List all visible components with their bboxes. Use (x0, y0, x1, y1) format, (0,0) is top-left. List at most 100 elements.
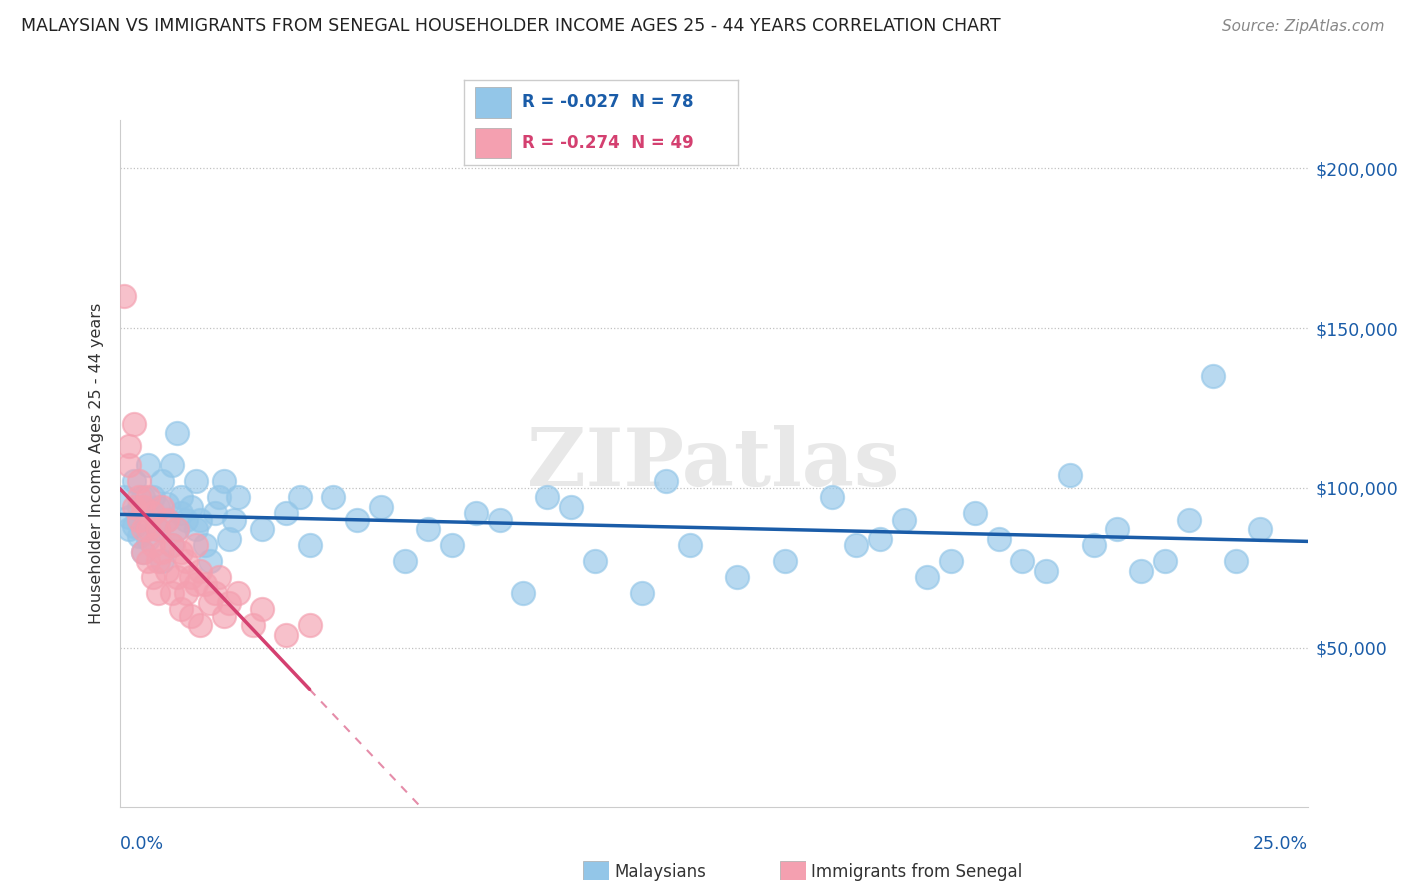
Point (142, 491, 165, 505)
Point (441, 538, 464, 552)
Point (146, 554, 169, 568)
Point (194, 538, 217, 552)
Point (128, 513, 150, 527)
Text: Source: ZipAtlas.com: Source: ZipAtlas.com (1222, 20, 1385, 34)
Point (418, 522, 440, 536)
Point (250, 602, 273, 616)
Point (118, 522, 141, 536)
Point (288, 491, 311, 505)
Bar (475, 87, 510, 118)
Point (222, 513, 245, 527)
Point (180, 500, 202, 514)
Point (212, 475, 235, 489)
Point (1225, 554, 1247, 568)
Point (166, 426, 188, 441)
Point (963, 507, 986, 521)
Point (146, 522, 169, 536)
Point (274, 507, 297, 521)
Point (118, 458, 141, 473)
Point (132, 500, 155, 514)
Point (655, 475, 678, 489)
Point (228, 491, 250, 505)
Point (583, 554, 606, 568)
Text: Immigrants from Senegal: Immigrants from Senegal (811, 863, 1022, 881)
Point (1130, 564, 1153, 578)
Text: 0.0%: 0.0% (120, 835, 163, 853)
Point (1011, 554, 1033, 568)
Point (122, 417, 145, 431)
Point (488, 513, 510, 527)
Point (184, 576, 207, 591)
Point (917, 570, 939, 584)
Point (118, 439, 141, 453)
Point (188, 513, 211, 527)
Point (218, 532, 240, 546)
Point (136, 458, 159, 473)
Point (773, 554, 796, 568)
Text: Malaysians: Malaysians (614, 863, 706, 881)
Point (184, 475, 207, 489)
Point (512, 586, 534, 600)
Point (1154, 554, 1177, 568)
Point (128, 529, 150, 543)
Point (204, 586, 226, 600)
Point (394, 554, 416, 568)
Point (122, 475, 145, 489)
Point (136, 532, 159, 546)
Point (128, 491, 150, 505)
Point (218, 596, 240, 610)
Y-axis label: Householder Income Ages 25 - 44 years: Householder Income Ages 25 - 44 years (89, 303, 104, 624)
Point (212, 608, 235, 623)
Point (166, 570, 188, 584)
Point (122, 519, 145, 533)
Point (174, 586, 197, 600)
Point (208, 491, 231, 505)
Point (536, 491, 558, 505)
Point (631, 586, 654, 600)
Point (198, 554, 221, 568)
Point (180, 570, 202, 584)
Point (821, 491, 844, 505)
Text: MALAYSIAN VS IMMIGRANTS FROM SENEGAL HOUSEHOLDER INCOME AGES 25 - 44 YEARS CORRE: MALAYSIAN VS IMMIGRANTS FROM SENEGAL HOU… (21, 17, 1001, 35)
Point (242, 618, 264, 632)
Point (188, 564, 211, 578)
Point (146, 500, 169, 514)
Point (156, 513, 179, 527)
Point (132, 491, 155, 505)
Point (679, 538, 702, 552)
Point (136, 491, 159, 505)
Point (274, 628, 297, 642)
Point (160, 538, 183, 552)
Point (204, 507, 226, 521)
Point (1059, 468, 1081, 483)
Point (128, 500, 150, 514)
Point (208, 570, 231, 584)
Point (188, 618, 211, 632)
Point (142, 507, 165, 521)
Text: ZIPatlas: ZIPatlas (527, 425, 900, 503)
Point (150, 500, 173, 514)
Point (146, 522, 169, 536)
Point (170, 544, 193, 558)
Point (987, 532, 1010, 546)
Point (298, 618, 321, 632)
Point (112, 289, 135, 303)
Point (170, 602, 193, 616)
Point (322, 491, 344, 505)
Point (370, 500, 392, 514)
Text: R = -0.274  N = 49: R = -0.274 N = 49 (522, 134, 693, 152)
Point (150, 475, 173, 489)
Point (136, 554, 159, 568)
Point (156, 497, 179, 511)
Point (250, 522, 273, 536)
Point (112, 491, 135, 505)
Point (560, 500, 582, 514)
Point (156, 564, 179, 578)
Point (132, 522, 155, 536)
Point (464, 507, 488, 521)
Point (1178, 513, 1201, 527)
Point (122, 500, 145, 514)
Point (174, 513, 197, 527)
Point (170, 507, 193, 521)
Text: 25.0%: 25.0% (1253, 835, 1308, 853)
